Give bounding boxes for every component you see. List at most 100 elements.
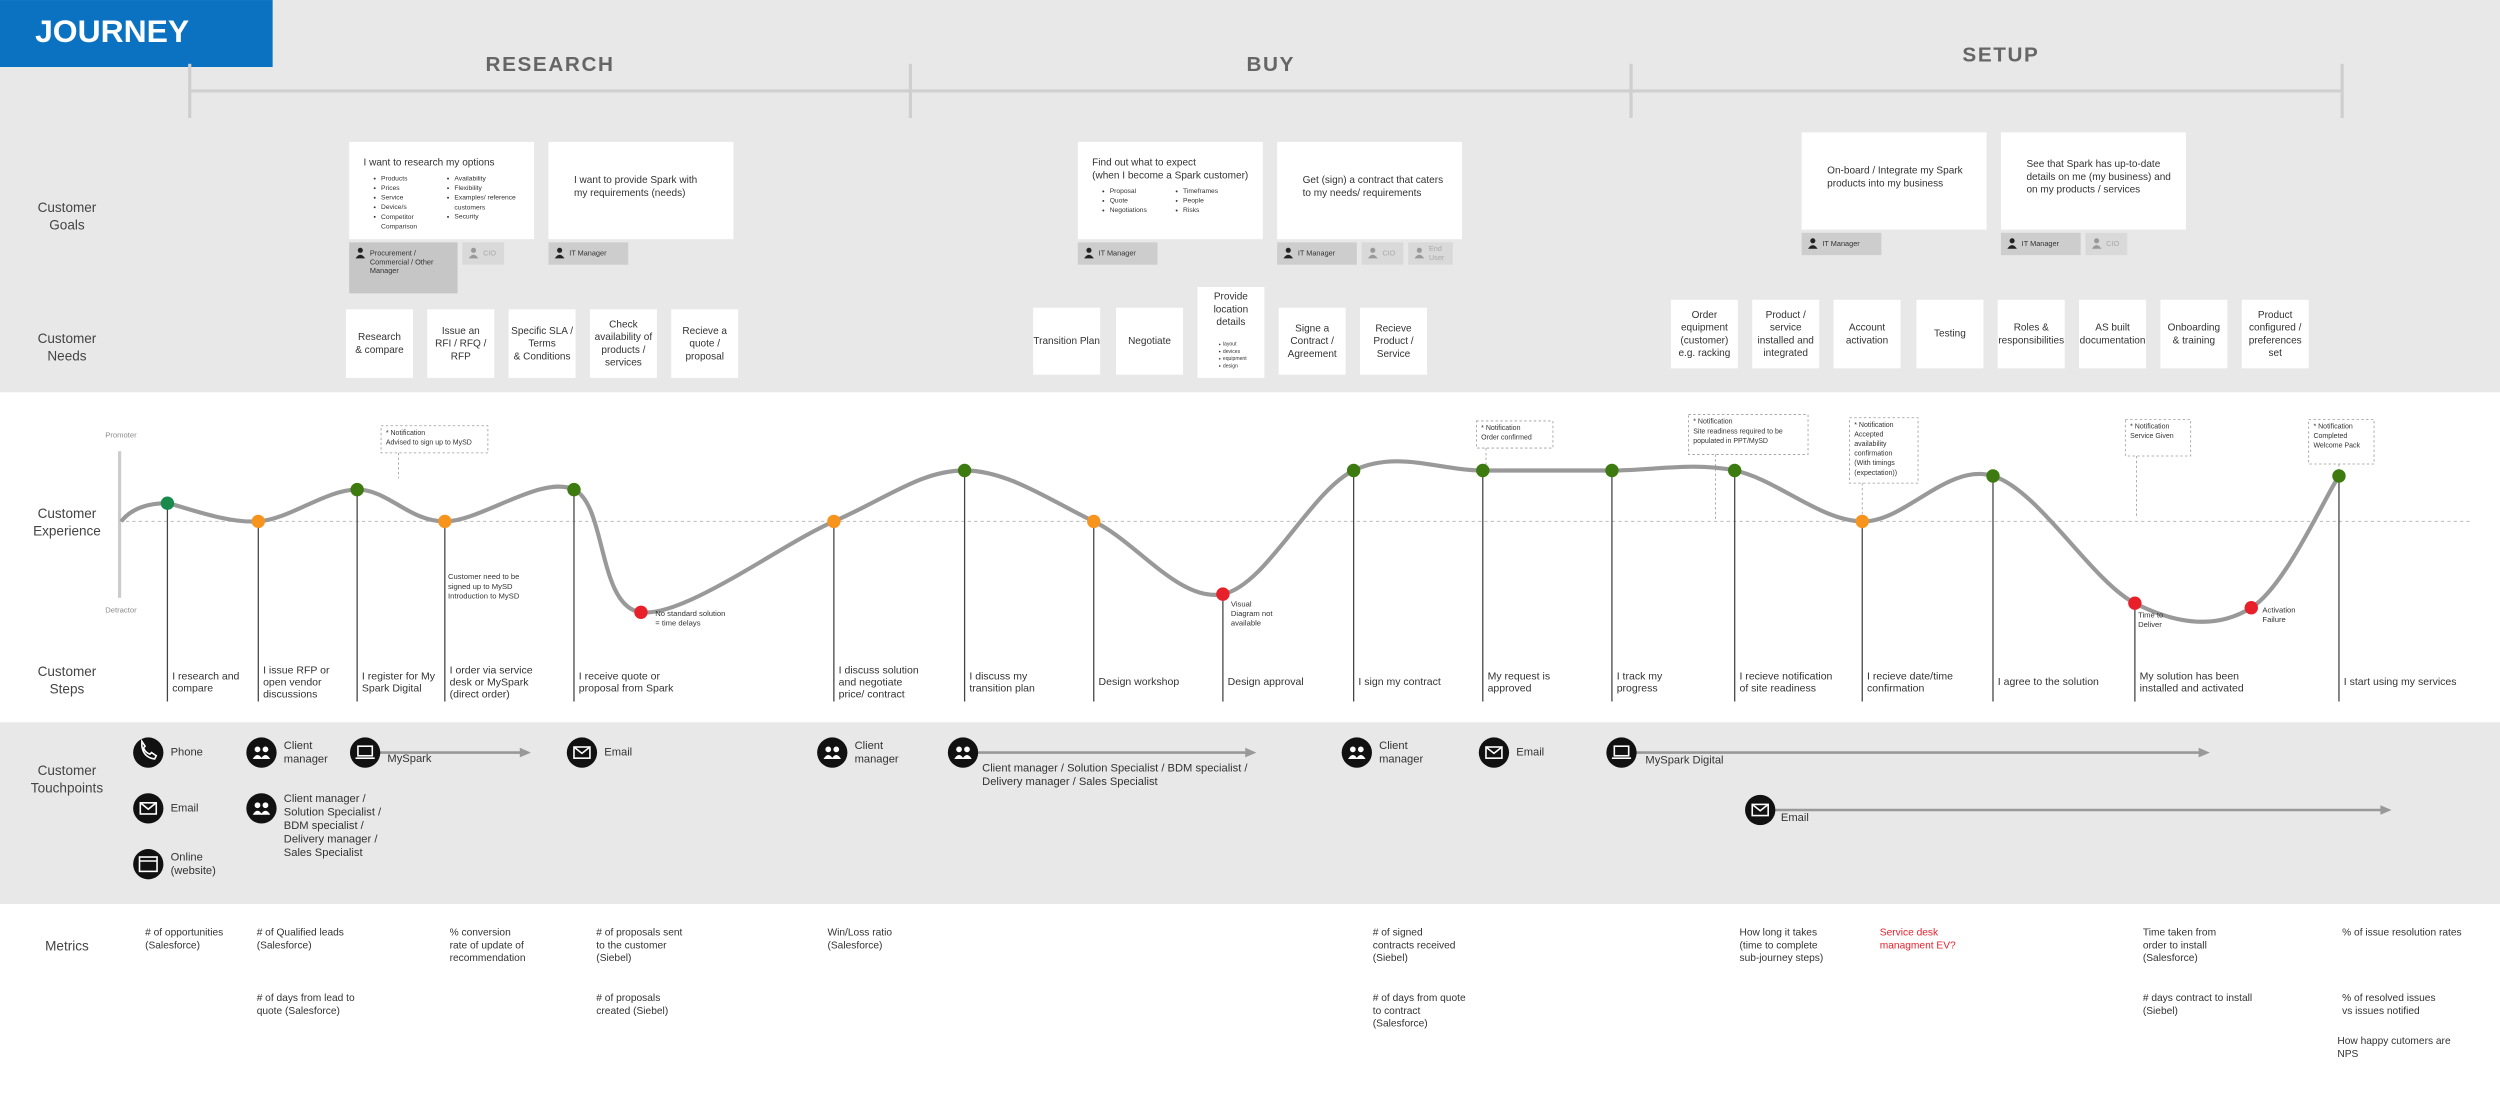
need-card bbox=[508, 309, 576, 378]
bullet-dot bbox=[1218, 350, 1221, 353]
touchpoint-label-line: manager bbox=[855, 753, 899, 765]
row-label-line: Goals bbox=[49, 217, 85, 232]
metric-text-line: (Salesforce) bbox=[827, 940, 882, 951]
header-title: JOURNEY bbox=[35, 13, 189, 49]
notification-text-line: * Notification bbox=[1854, 422, 1893, 429]
need-text-line: Terms bbox=[528, 338, 555, 349]
need-text-line: & compare bbox=[355, 345, 404, 356]
bullet-dot bbox=[1102, 209, 1105, 212]
step-text-line: I discuss solution bbox=[839, 664, 919, 676]
goal-bullet: Availability bbox=[454, 175, 486, 182]
touchpoint-label: Phone bbox=[171, 747, 203, 759]
need-text-line: Account bbox=[1849, 322, 1885, 333]
need-bullet: design bbox=[1223, 363, 1238, 369]
touchpoint-label: Client manager bbox=[855, 740, 899, 766]
row-label: Customer Goals bbox=[38, 200, 97, 233]
step-text: Design workshop bbox=[1099, 676, 1180, 688]
touchpoint-label: Client manager / Solution Specialist / BDM… bbox=[284, 793, 382, 859]
metric-text: # days contract to install (Siebel) bbox=[2143, 993, 2252, 1017]
people-glyph bbox=[823, 754, 834, 759]
need-card bbox=[1833, 299, 1901, 369]
goal-bullet: Device/s bbox=[381, 204, 407, 211]
need-text-line: Recieve a bbox=[682, 326, 727, 337]
metric-text-line: managment EV? bbox=[1880, 940, 1956, 951]
people-glyph bbox=[252, 810, 263, 815]
touchpoint-label-line: Client bbox=[1379, 740, 1408, 752]
step-text-line: discussions bbox=[263, 688, 317, 700]
goal-title-line: On-board / Integrate my Spark bbox=[1827, 165, 1963, 176]
notification-text-line: Site readiness required to be bbox=[1693, 428, 1783, 435]
goal-title-line: Get (sign) a contract that caters bbox=[1303, 175, 1444, 186]
step-text: I discuss my transition plan bbox=[969, 670, 1035, 694]
header-box bbox=[0, 0, 273, 67]
people-glyph bbox=[1349, 746, 1356, 753]
metric-text-line: contracts received bbox=[1373, 940, 1456, 951]
notification-text-line: Welcome Pack bbox=[2313, 443, 2360, 450]
laptop-glyph bbox=[1613, 745, 1630, 757]
need-card bbox=[2079, 299, 2147, 369]
experience-point bbox=[2244, 601, 2258, 615]
step-text-line: (direct order) bbox=[450, 688, 510, 700]
experience-point bbox=[350, 482, 364, 497]
step-text-line: I discuss my bbox=[969, 670, 1028, 682]
row-label-line: Experience bbox=[33, 523, 101, 538]
touchpoint-label-line: (website) bbox=[171, 865, 217, 877]
notification-text-line: * Notification bbox=[1481, 425, 1520, 432]
need-text: Specific SLA / Terms & Conditions bbox=[511, 326, 573, 363]
metric-text-line: How happy cutomers are bbox=[2337, 1036, 2451, 1047]
touchpoint-label: Email bbox=[1516, 747, 1544, 759]
step-text-line: My solution has been bbox=[2140, 670, 2240, 682]
phase-title: RESEARCH bbox=[486, 53, 615, 76]
experience-note: Activation Failure bbox=[2262, 606, 2295, 625]
need-card bbox=[345, 309, 413, 378]
experience-note-line: Visual bbox=[1231, 599, 1252, 608]
goal-bullet: Negotiations bbox=[1110, 207, 1148, 214]
touchpoint-label-line: Sales Specialist bbox=[284, 847, 364, 859]
touchpoint-label: MySpark Digital bbox=[1645, 755, 1723, 767]
metric-text-line: (Siebel) bbox=[596, 953, 631, 964]
people-glyph bbox=[260, 810, 271, 815]
web-glyph bbox=[138, 856, 158, 873]
goal-title-line: I want to provide Spark with bbox=[574, 175, 697, 186]
step-text-line: Spark Digital bbox=[362, 682, 422, 694]
step-text: I receive quote or proposal from Spark bbox=[579, 670, 674, 694]
experience-point bbox=[634, 605, 648, 619]
step-text-line: compare bbox=[172, 682, 213, 694]
metric-text: % of resolved issues vs issues notified bbox=[2342, 993, 2435, 1017]
need-text: Product configured / preferences set bbox=[2249, 310, 2302, 359]
row-label: Metrics bbox=[45, 939, 89, 954]
notification-text: * Notification Order confirmed bbox=[1481, 425, 1532, 442]
experience-point bbox=[567, 482, 581, 497]
touchpoint-label: Email bbox=[171, 802, 199, 814]
need-bullet: layout bbox=[1223, 342, 1237, 348]
step-text-line: and negotiate bbox=[839, 676, 903, 688]
notification-text-line: * Notification bbox=[2130, 423, 2169, 430]
experience-point bbox=[827, 514, 841, 529]
need-text-line: Agreement bbox=[1288, 349, 1337, 360]
metric-text: % conversion rate of update of recommendat… bbox=[450, 927, 526, 964]
metric-text-line: # of days from lead to bbox=[257, 993, 355, 1004]
need-text: AS built documentation bbox=[2080, 322, 2146, 346]
persona-tag bbox=[1077, 242, 1158, 265]
mail-glyph bbox=[1485, 746, 1503, 755]
persona-label: Procurement / Commercial / Other Manager bbox=[370, 248, 434, 275]
need-text-line: Specific SLA / bbox=[511, 326, 573, 337]
experience-note-line: No standard solution bbox=[655, 609, 725, 618]
experience-note-line: Failure bbox=[2262, 615, 2285, 624]
notification-text-line: Order confirmed bbox=[1481, 435, 1532, 442]
need-text-line: services bbox=[605, 357, 642, 368]
need-text-line: Onboarding bbox=[2168, 322, 2220, 333]
experience-note-line: Deliver bbox=[2138, 620, 2162, 629]
goal-title-line: See that Spark has up-to-date bbox=[2026, 159, 2160, 170]
touchpoint-label: Client manager / Solution Specialist / B… bbox=[982, 762, 1248, 788]
touchpoint-label-line: Client manager / Solution Specialist / B… bbox=[982, 762, 1248, 774]
metric-text-line: # of days from quote bbox=[1373, 993, 1466, 1004]
person-icon bbox=[1283, 254, 1294, 259]
persona-label: IT Manager bbox=[2022, 239, 2060, 248]
goal-title: I want to provide Spark with my requireme… bbox=[574, 175, 697, 199]
experience-point bbox=[1346, 463, 1361, 478]
touchpoint-icon bbox=[349, 737, 381, 768]
need-card bbox=[1278, 307, 1346, 375]
metric-text-line: # of Qualified leads bbox=[257, 927, 344, 938]
touchpoint-label-line: Client manager / bbox=[284, 793, 367, 805]
